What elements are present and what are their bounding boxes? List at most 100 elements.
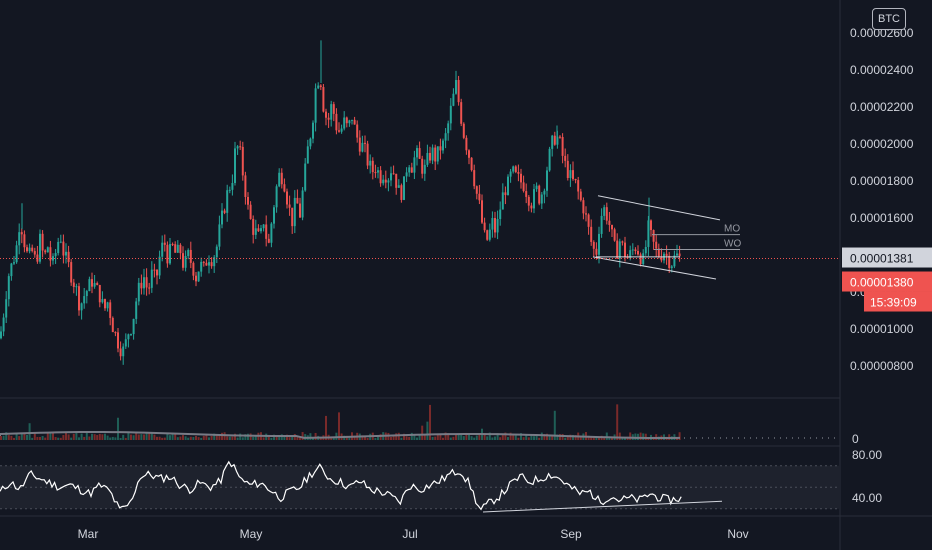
volume-bar [309, 433, 312, 440]
candle-body [137, 282, 140, 302]
candle-body [626, 256, 629, 259]
candle-body [257, 228, 260, 232]
candle-body [72, 282, 75, 287]
volume-bar [213, 433, 216, 440]
volume-bar [239, 433, 242, 440]
candle-body [15, 245, 18, 263]
candle-body [171, 244, 174, 246]
candle-body [676, 253, 678, 256]
candle-body [135, 301, 138, 319]
volume-bar [364, 435, 366, 440]
volume-bar [0, 436, 2, 440]
volume-bar [421, 425, 424, 440]
volume-bar [605, 432, 608, 440]
volume-bar [338, 412, 340, 440]
volume-bar [590, 436, 593, 440]
volume-bar [85, 432, 88, 440]
volume-bar [447, 433, 450, 440]
candle-body [228, 189, 231, 191]
volume-bar [574, 435, 577, 440]
volume-bar [514, 435, 517, 440]
volume-bar [192, 437, 195, 440]
candle-body [462, 123, 465, 138]
candle-body [434, 147, 437, 162]
candle-body [408, 167, 411, 173]
volume-bar [543, 434, 546, 440]
candle-body [101, 299, 104, 303]
candle-body [447, 123, 450, 134]
volume-bar [494, 436, 496, 440]
candle-body [23, 234, 26, 248]
candle-body [431, 147, 434, 161]
volume-bar [197, 437, 200, 440]
volume-bar [262, 437, 265, 440]
candle-body [109, 302, 112, 318]
volume-bar [88, 436, 91, 440]
volume-bar [36, 436, 39, 440]
candle-body [652, 230, 655, 242]
volume-bar [499, 437, 502, 440]
candle-body [647, 220, 650, 247]
candle-body [156, 269, 158, 276]
volume-bar [325, 415, 327, 440]
candle-body [543, 190, 546, 195]
candle-body [184, 255, 187, 268]
candle-body [582, 200, 585, 214]
candle-body [278, 172, 281, 187]
candle-body [205, 262, 208, 266]
volume-bar [442, 437, 444, 440]
volume-bar [473, 437, 476, 440]
candle-body [57, 241, 60, 254]
candle-body [78, 286, 80, 311]
volume-bar [377, 435, 379, 440]
candle-body [46, 247, 49, 253]
candle-body [20, 232, 23, 235]
candle-body [608, 220, 611, 225]
candle-body [442, 140, 444, 151]
candle-body [143, 277, 145, 289]
candle-body [174, 244, 177, 253]
candle-body [119, 348, 122, 357]
candle-body [325, 111, 327, 118]
candle-body [670, 266, 673, 269]
candle-body [577, 180, 580, 192]
volume-bar [603, 437, 606, 440]
volume-bar [564, 437, 567, 440]
candle-body [83, 296, 86, 304]
volume-bar [153, 434, 156, 440]
volume-bar [161, 437, 164, 440]
candle-body [637, 251, 639, 255]
currency-badge[interactable]: BTC [872, 8, 906, 30]
candle-body [221, 210, 223, 225]
candle-body [301, 190, 304, 218]
price-tick-label: 0.00000800 [850, 359, 914, 373]
candle-body [18, 232, 21, 246]
volume-bar [642, 433, 645, 440]
candle-body [444, 133, 447, 141]
candle-body [475, 186, 478, 194]
volume-bar [31, 437, 34, 440]
candle-body [618, 241, 621, 259]
candle-body [114, 332, 117, 334]
volume-bar [2, 435, 5, 440]
candle-body [517, 172, 520, 174]
volume-bar [522, 437, 525, 440]
volume-bar [208, 437, 210, 440]
volume-bar [418, 435, 421, 440]
volume-bar [39, 436, 41, 440]
volume-bar [455, 434, 457, 440]
candle-body [423, 164, 426, 174]
volume-bar [93, 434, 96, 440]
candle-body [548, 148, 551, 171]
volume-bar [314, 432, 317, 440]
candle-body [366, 143, 369, 166]
candle-body [291, 207, 294, 227]
volume-bar [462, 436, 465, 440]
volume-bar [104, 433, 106, 440]
volume-bar [18, 436, 21, 440]
candle-body [353, 119, 356, 125]
candle-body [2, 317, 5, 332]
candle-body [598, 233, 600, 255]
